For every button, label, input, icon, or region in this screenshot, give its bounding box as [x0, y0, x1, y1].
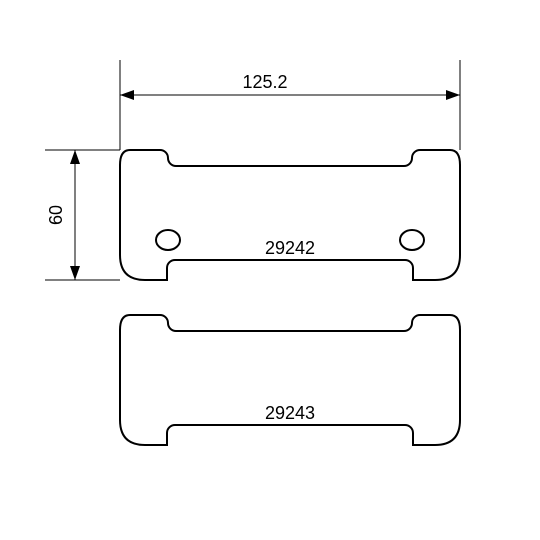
height-dimension-label: 60 [46, 205, 66, 225]
dimension-height: 60 [45, 150, 120, 280]
part-number-bottom: 29243 [265, 403, 315, 423]
part-number-top: 29242 [265, 238, 315, 258]
dimension-width: 125.2 [120, 60, 460, 150]
brake-pad-bottom: 29243 [120, 315, 460, 445]
width-dimension-label: 125.2 [242, 72, 287, 92]
brake-pad-top: 29242 [120, 150, 460, 280]
technical-drawing: 125.2 60 29242 29243 [0, 0, 540, 540]
